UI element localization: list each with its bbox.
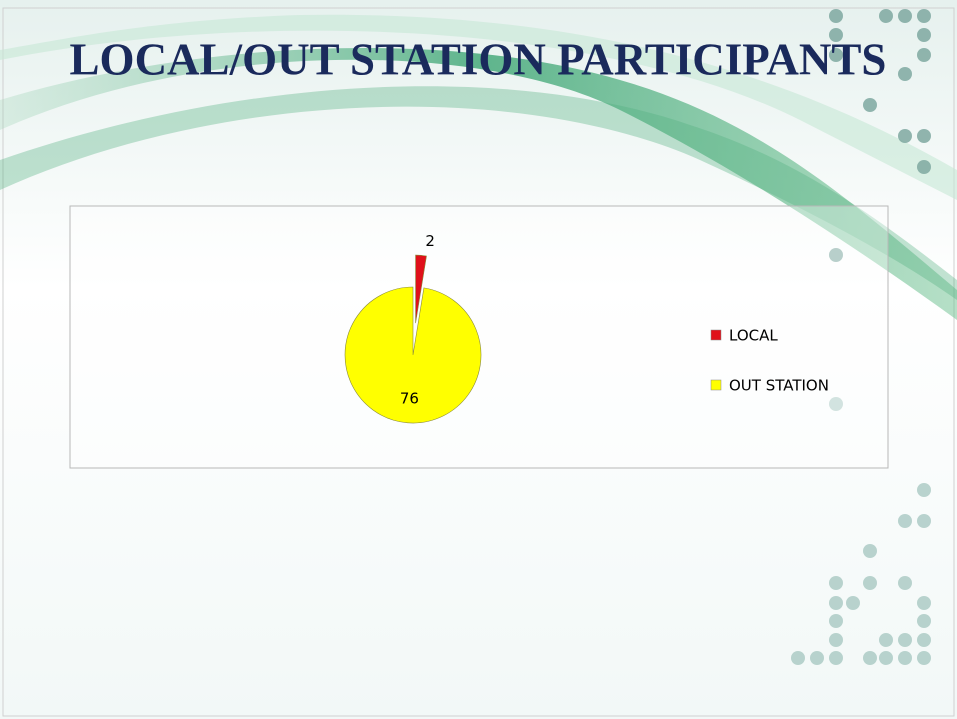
- chart-title: LOCAL/OUT STATION PARTICIPANTS: [70, 34, 887, 84]
- legend-swatch: [710, 379, 722, 391]
- dot-decoration: [829, 9, 931, 262]
- plot-area: 2 76 LOCAL OUT STATION: [344, 232, 829, 424]
- pie-slice: [415, 254, 427, 324]
- pie-slice: [344, 286, 482, 424]
- data-label: 76: [400, 390, 419, 408]
- slide-border: [2, 7, 955, 717]
- legend-swatch: [710, 329, 722, 341]
- dot-decoration: [791, 397, 931, 665]
- swoosh: [0, 86, 957, 300]
- data-label: 2: [425, 232, 435, 250]
- legend-label: OUT STATION: [729, 377, 829, 395]
- swoosh: [0, 47, 957, 321]
- legend-label: LOCAL: [729, 327, 778, 345]
- chart-frame: [69, 205, 889, 469]
